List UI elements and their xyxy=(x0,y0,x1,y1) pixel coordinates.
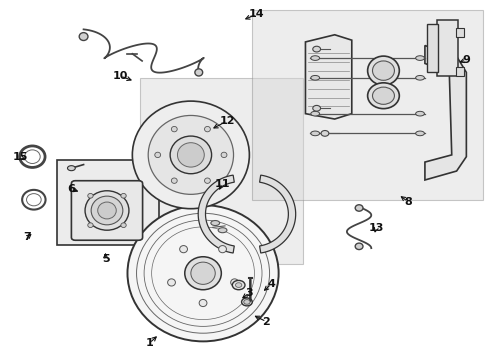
Ellipse shape xyxy=(127,205,278,341)
Text: 3: 3 xyxy=(245,288,253,298)
Ellipse shape xyxy=(170,136,211,174)
Ellipse shape xyxy=(230,279,238,286)
Text: 13: 13 xyxy=(368,224,383,233)
Text: 15: 15 xyxy=(13,152,28,162)
Ellipse shape xyxy=(218,228,226,233)
Ellipse shape xyxy=(310,111,319,116)
Ellipse shape xyxy=(310,131,319,136)
Ellipse shape xyxy=(372,61,394,80)
Ellipse shape xyxy=(155,152,160,158)
Polygon shape xyxy=(259,175,295,253)
Ellipse shape xyxy=(415,56,424,60)
Text: 9: 9 xyxy=(462,55,469,65)
Ellipse shape xyxy=(354,243,362,249)
Ellipse shape xyxy=(91,196,122,225)
Ellipse shape xyxy=(98,202,116,219)
Text: 14: 14 xyxy=(248,9,264,19)
Ellipse shape xyxy=(244,300,249,304)
Ellipse shape xyxy=(218,246,226,253)
Ellipse shape xyxy=(204,178,210,183)
Ellipse shape xyxy=(184,257,221,290)
Bar xyxy=(57,160,159,244)
Ellipse shape xyxy=(221,152,226,158)
Polygon shape xyxy=(251,10,483,200)
Ellipse shape xyxy=(241,298,252,306)
Ellipse shape xyxy=(132,101,249,209)
Ellipse shape xyxy=(85,191,129,230)
Text: 5: 5 xyxy=(102,254,109,264)
Ellipse shape xyxy=(415,131,424,136)
Ellipse shape xyxy=(232,280,244,290)
Polygon shape xyxy=(305,35,351,119)
Text: 1: 1 xyxy=(145,338,153,348)
Text: 2: 2 xyxy=(262,317,270,327)
Text: 12: 12 xyxy=(219,116,235,126)
Ellipse shape xyxy=(121,193,126,198)
Bar xyxy=(455,67,464,76)
Ellipse shape xyxy=(321,131,328,136)
Ellipse shape xyxy=(87,223,93,228)
Ellipse shape xyxy=(79,33,88,41)
Ellipse shape xyxy=(199,300,206,307)
Ellipse shape xyxy=(367,56,399,85)
Bar xyxy=(455,28,464,37)
Ellipse shape xyxy=(171,126,177,132)
Bar xyxy=(436,21,457,76)
Ellipse shape xyxy=(148,116,233,194)
Ellipse shape xyxy=(310,76,319,80)
Ellipse shape xyxy=(415,111,424,116)
Text: 10: 10 xyxy=(112,71,127,81)
Ellipse shape xyxy=(312,105,320,111)
Ellipse shape xyxy=(310,56,319,60)
Polygon shape xyxy=(140,78,303,264)
Ellipse shape xyxy=(121,223,126,228)
Bar xyxy=(427,24,437,72)
Ellipse shape xyxy=(415,76,424,80)
Ellipse shape xyxy=(67,166,75,171)
Polygon shape xyxy=(424,45,466,180)
Ellipse shape xyxy=(167,279,175,286)
Text: 8: 8 xyxy=(403,197,411,207)
Ellipse shape xyxy=(210,221,219,226)
Polygon shape xyxy=(198,175,234,253)
Ellipse shape xyxy=(372,87,394,104)
Ellipse shape xyxy=(312,46,320,52)
Text: 4: 4 xyxy=(267,279,275,289)
Ellipse shape xyxy=(195,69,202,76)
Ellipse shape xyxy=(190,262,215,284)
Ellipse shape xyxy=(354,205,362,211)
Ellipse shape xyxy=(204,126,210,132)
Text: 6: 6 xyxy=(67,184,75,194)
Text: 7: 7 xyxy=(23,232,31,242)
FancyBboxPatch shape xyxy=(71,181,142,240)
Ellipse shape xyxy=(171,178,177,183)
Ellipse shape xyxy=(87,193,93,198)
Ellipse shape xyxy=(177,143,204,167)
Text: 11: 11 xyxy=(214,179,230,189)
Ellipse shape xyxy=(179,246,187,253)
Ellipse shape xyxy=(367,83,399,109)
Ellipse shape xyxy=(235,283,242,287)
